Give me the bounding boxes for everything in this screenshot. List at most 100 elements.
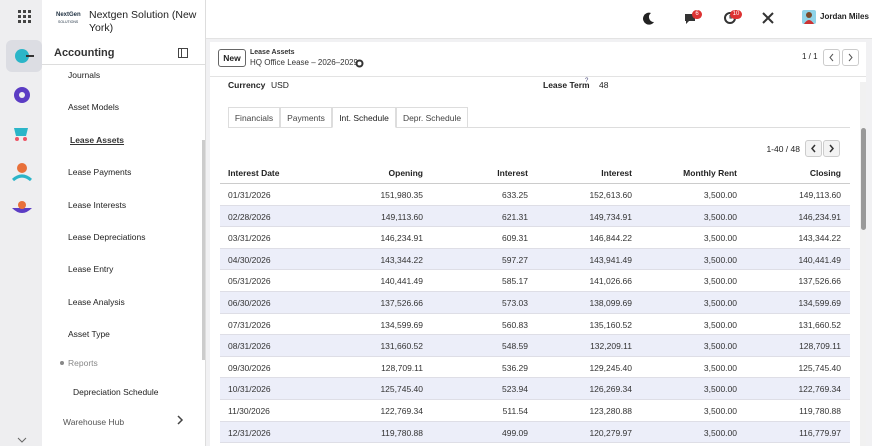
avatar[interactable] [802,10,816,24]
table-cell: 499.09 [502,427,528,438]
table-row[interactable] [220,421,850,444]
field-help[interactable]: ? [585,78,589,84]
prev-page[interactable] [805,140,822,157]
table-cell: 123,280.88 [589,406,632,416]
table-cell: 3,500.00 [703,276,737,287]
table-cell: 3,500.00 [703,406,737,416]
divider [42,64,205,65]
table-cell: 119,780.88 [799,406,841,416]
table-row[interactable] [220,313,850,336]
table-cell: 3,500.00 [703,384,737,395]
app-icons [6,10,42,443]
divider [210,76,866,77]
table-row[interactable] [220,227,850,249]
column-header[interactable]: Interest Date [228,168,280,178]
table-row[interactable] [220,378,850,400]
table-cell: 573.03 [502,298,528,308]
table-cell: 597.27 [502,254,528,265]
table-cell: 548.59 [502,341,528,352]
table-cell: 149,113.60 [381,211,423,222]
tab[interactable]: Payments [280,107,332,128]
settings-icon[interactable] [762,12,774,24]
table-cell: 137,526.66 [798,276,841,287]
table-row[interactable] [220,400,850,422]
table-cell: 12/31/2026 [228,427,271,438]
table-row[interactable] [220,335,850,357]
breadcrumb-parent[interactable]: Lease Assets [250,49,295,56]
menu-item[interactable]: Lease Assets [70,134,125,145]
menu-item[interactable]: Lease Analysis [68,296,125,307]
tab[interactable]: Depr. Schedule [396,107,468,128]
theme-toggle[interactable] [642,11,656,25]
scroll-thumb[interactable] [861,128,866,230]
table-row[interactable] [220,184,850,206]
table-cell: 137,526.66 [380,298,423,308]
menu-chevron[interactable] [176,415,184,428]
table-row[interactable] [220,292,850,314]
table-cell: 621.31 [502,211,528,222]
field-value: 48 [599,80,609,90]
table-row[interactable] [220,248,850,271]
sidebar-scrollbar [202,140,205,360]
table-cell: 132,209.11 [590,341,632,352]
column-header[interactable]: Closing [809,168,841,178]
form-view: New Lease Assets HQ Office Lease – 2026–… [210,42,866,446]
column-header[interactable]: Monthly Rent [683,168,737,178]
table-row[interactable] [220,356,850,379]
field-label: Currency [228,80,266,90]
prev-record[interactable] [823,49,840,66]
chat-badge: 6 [692,10,702,19]
menu-item[interactable]: Lease Interests [68,199,127,210]
new-button[interactable]: New [218,49,246,67]
table-cell: 143,344.22 [798,233,841,244]
top-bar: 6 10 Jordan Miles [206,0,872,39]
column-header[interactable]: Opening [388,168,423,178]
table-cell: 3,500.00 [703,211,737,222]
menu-item[interactable]: Lease Entry [68,264,114,275]
activity-badge: 10 [730,10,742,19]
table-cell: 120,279.97 [589,427,632,438]
menu-item[interactable]: Asset Models [68,102,120,113]
user-name[interactable]: Jordan Miles [820,12,869,21]
company-name[interactable]: Nextgen Solution (New York) [89,9,197,34]
table-pager: 1-40 / 48 [766,144,800,154]
table-cell: 116,779.97 [799,427,841,438]
menu-item[interactable]: Lease Depreciations [68,232,146,242]
menu-item[interactable]: Asset Type [68,329,110,340]
table-cell: 122,769.34 [798,384,841,395]
table-cell: 149,113.60 [799,190,841,200]
column-header[interactable]: Interest [601,168,632,178]
table-cell: 06/30/2026 [228,298,271,308]
breadcrumb-record: HQ Office Lease – 2026–2029 [250,58,358,67]
next-record[interactable] [842,49,859,66]
table-cell: 125,745.40 [380,384,423,395]
menu-sub-item[interactable]: Depreciation Schedule [73,387,159,397]
next-page[interactable] [823,140,840,157]
record-gear[interactable] [355,59,364,68]
menu-item[interactable]: Warehouse Hub [63,417,125,427]
table-row[interactable] [220,270,850,292]
field-value: USD [271,80,289,90]
column-header[interactable]: Interest [497,168,528,178]
app-title: Accounting [54,47,115,59]
table-cell: 129,245.40 [589,362,632,373]
table-cell: 131,660.52 [380,341,423,352]
table-cell: 08/31/2026 [228,341,271,352]
menu-section[interactable]: Reports [68,358,98,368]
table-row[interactable] [220,205,850,228]
tab[interactable]: Int. Schedule [332,107,396,128]
menu-item[interactable]: Journals [68,70,101,80]
table-cell: 10/31/2026 [228,384,271,395]
scroll-track [860,82,866,446]
table-cell: 11/30/2026 [228,406,270,416]
menu-item[interactable]: Lease Payments [68,167,132,178]
table-cell: 3,500.00 [703,362,737,373]
table-cell: 140,441.49 [798,254,841,265]
table-cell: 02/28/2026 [228,211,271,222]
table-cell: 633.25 [502,190,528,200]
table-cell: 04/30/2026 [228,254,271,265]
tab[interactable]: Financials [228,107,280,128]
table-cell: 122,769.34 [380,406,423,416]
table-cell: 151,980.35 [380,190,423,200]
sidebar-toggle[interactable] [178,48,188,58]
